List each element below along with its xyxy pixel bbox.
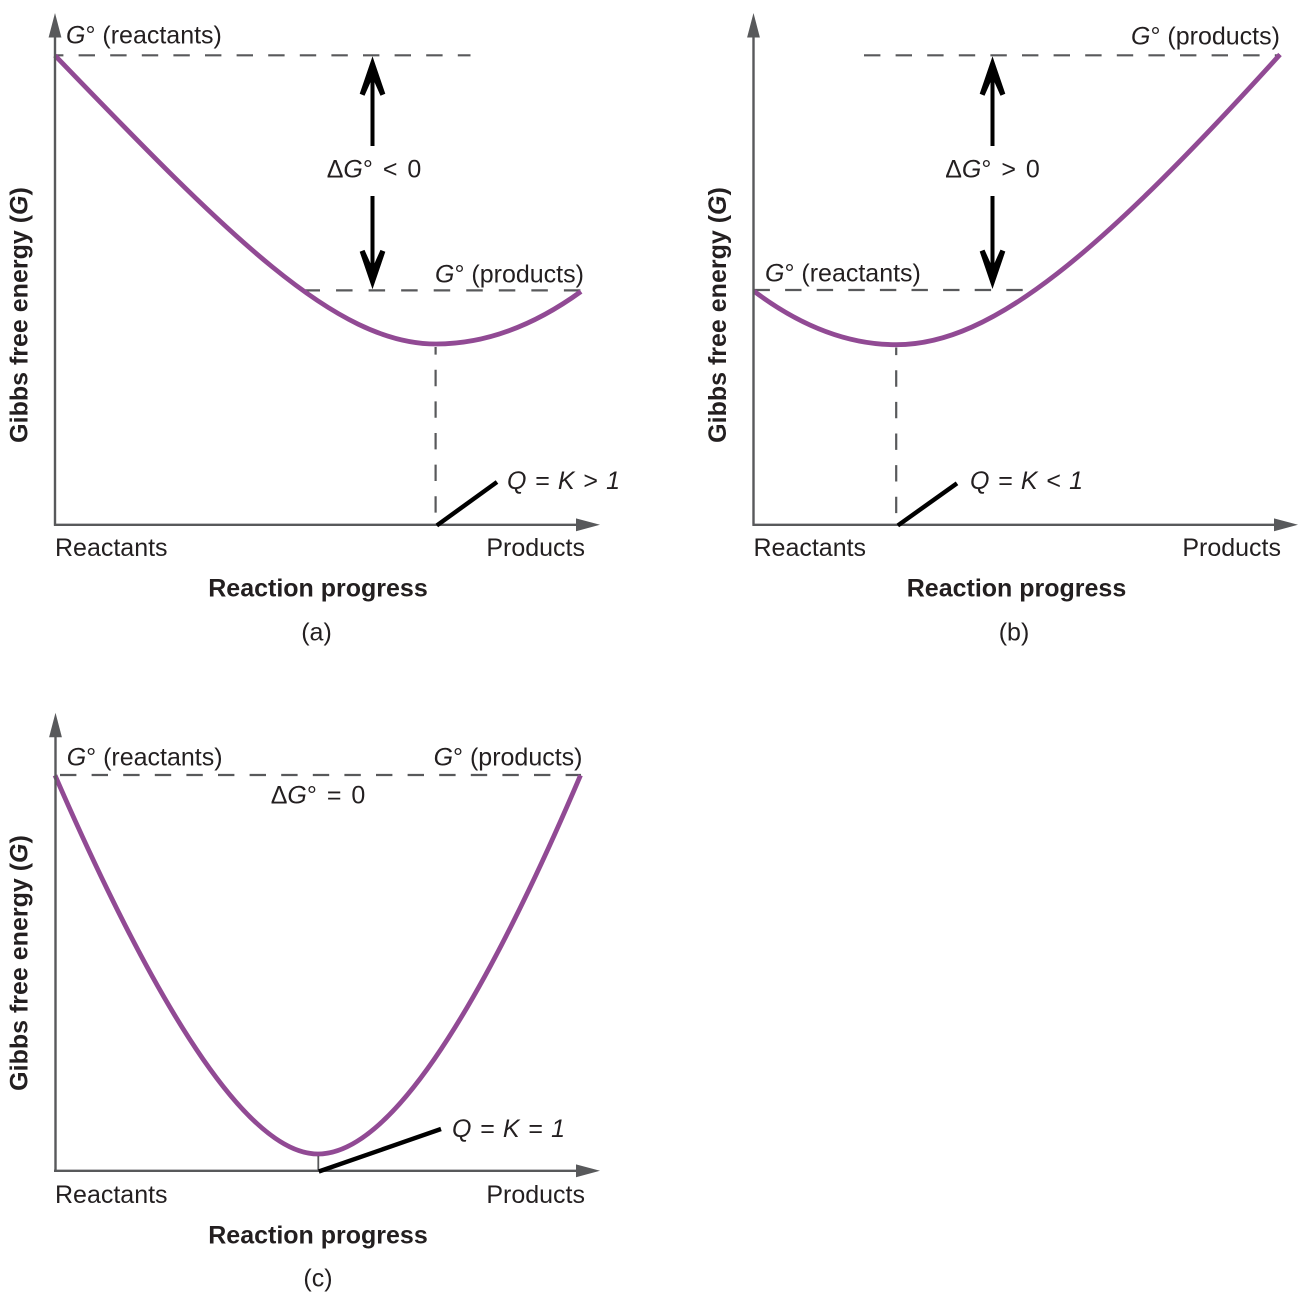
svg-text:G° (products): G° (products) — [1131, 23, 1280, 51]
svg-text:G° (reactants): G° (reactants) — [67, 743, 223, 771]
svg-text:G° (reactants): G° (reactants) — [66, 22, 222, 50]
svg-text:Reactants: Reactants — [55, 534, 168, 562]
svg-text:Reactants: Reactants — [55, 1181, 168, 1209]
svg-text:(b): (b) — [999, 619, 1030, 647]
svg-text:Q = K < 1: Q = K < 1 — [970, 467, 1083, 495]
svg-text:Q = K > 1: Q = K > 1 — [507, 467, 620, 495]
svg-text:Gibbs free energy (G): Gibbs free energy (G) — [704, 187, 732, 443]
svg-text:Products: Products — [1182, 534, 1281, 562]
svg-text:Reaction progress: Reaction progress — [208, 575, 428, 603]
svg-text:Gibbs free energy (G): Gibbs free energy (G) — [6, 835, 34, 1091]
svg-text:ΔG° = 0: ΔG° = 0 — [271, 782, 366, 810]
svg-text:G° (products): G° (products) — [434, 743, 583, 771]
svg-text:ΔG° > 0: ΔG° > 0 — [945, 155, 1040, 183]
svg-text:G° (products): G° (products) — [435, 261, 584, 289]
svg-text:Products: Products — [486, 534, 585, 562]
svg-text:G° (reactants): G° (reactants) — [765, 260, 921, 288]
svg-text:(c): (c) — [303, 1265, 332, 1293]
svg-text:Q = K = 1: Q = K = 1 — [452, 1115, 565, 1143]
svg-text:Gibbs free energy (G): Gibbs free energy (G) — [6, 187, 34, 443]
svg-text:Reaction progress: Reaction progress — [907, 575, 1127, 603]
svg-text:Reactants: Reactants — [754, 534, 867, 562]
svg-text:(a): (a) — [301, 619, 332, 647]
svg-text:Reaction progress: Reaction progress — [208, 1222, 428, 1250]
svg-text:Products: Products — [486, 1181, 585, 1209]
svg-text:ΔG° < 0: ΔG° < 0 — [327, 155, 422, 183]
